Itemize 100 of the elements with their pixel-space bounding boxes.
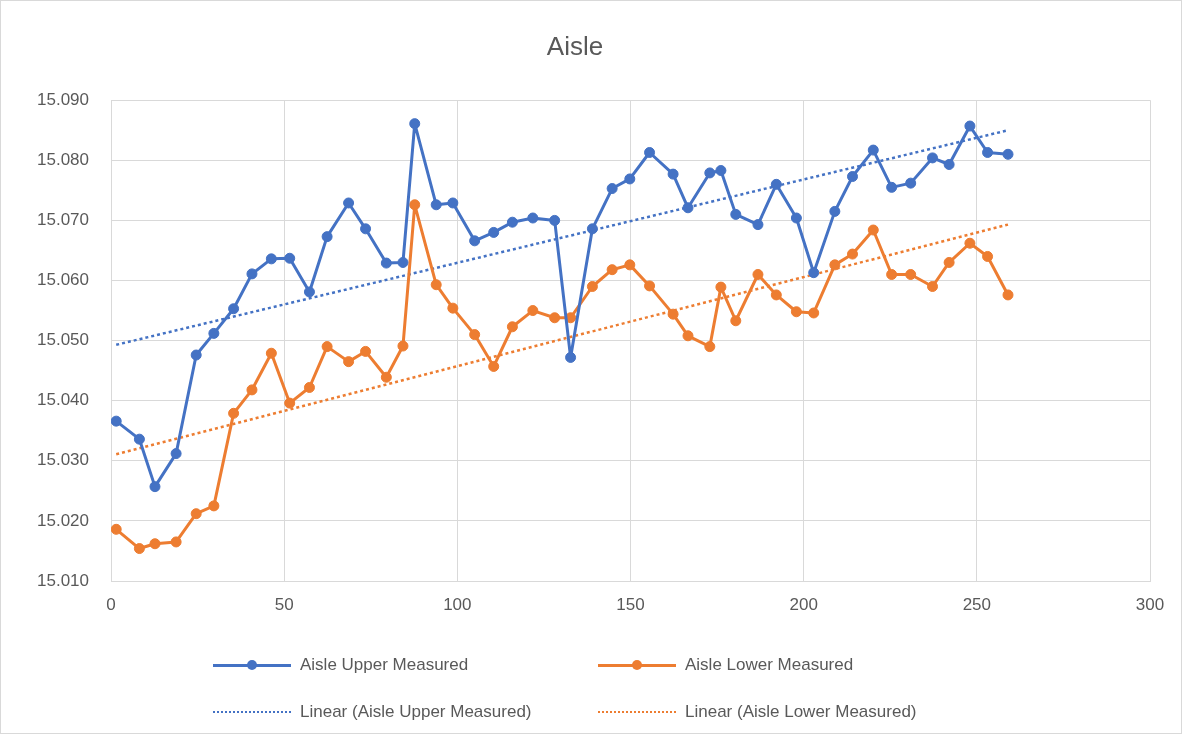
- point: [303, 286, 315, 298]
- y-tick-label: 15.080: [37, 149, 89, 169]
- point: [606, 183, 618, 195]
- point: [730, 208, 742, 220]
- y-tick-label: 15.060: [37, 270, 89, 290]
- point: [380, 371, 392, 383]
- point: [770, 178, 782, 190]
- point: [430, 199, 442, 211]
- legend-label: Linear (Aisle Upper Measured): [300, 702, 532, 722]
- point: [409, 118, 421, 130]
- point: [527, 305, 539, 317]
- point: [886, 181, 898, 193]
- point: [549, 214, 561, 226]
- point: [469, 329, 481, 341]
- point: [111, 415, 122, 427]
- point: [170, 448, 182, 460]
- y-tick-label: 15.020: [37, 510, 89, 530]
- point: [284, 397, 296, 409]
- point: [1002, 148, 1014, 160]
- x-tick-label: 100: [443, 594, 472, 614]
- chart-title: Aisle: [546, 30, 604, 61]
- point: [343, 356, 355, 368]
- point: [886, 268, 898, 280]
- y-tick-label: 15.050: [37, 330, 89, 350]
- point: [397, 340, 409, 352]
- y-tick-label: 15.030: [37, 450, 89, 470]
- point: [397, 256, 409, 268]
- point: [265, 253, 277, 265]
- point: [867, 144, 879, 156]
- point: [133, 433, 145, 445]
- point: [190, 349, 202, 361]
- point: [469, 235, 481, 247]
- point: [488, 360, 500, 372]
- point: [208, 500, 220, 512]
- y-tick-label: 15.070: [37, 210, 89, 230]
- point: [228, 407, 240, 419]
- point: [644, 280, 656, 292]
- x-tick-label: 300: [1135, 594, 1165, 614]
- point: [149, 481, 161, 493]
- x-tick-label: 200: [789, 594, 818, 614]
- point: [430, 279, 442, 291]
- point: [704, 341, 716, 353]
- point: [927, 152, 938, 164]
- point: [829, 259, 841, 271]
- point: [808, 267, 820, 279]
- point: [943, 256, 955, 268]
- x-tick-label: 150: [616, 594, 645, 614]
- y-tick-label: 15.090: [37, 89, 89, 109]
- point: [624, 259, 636, 271]
- point: [829, 205, 841, 217]
- point: [715, 281, 727, 293]
- point: [488, 226, 500, 238]
- y-tick-label: 15.010: [37, 570, 89, 590]
- point: [565, 351, 577, 363]
- point: [752, 219, 764, 231]
- point: [321, 231, 333, 243]
- point: [170, 536, 182, 548]
- y-tick-label: 15.040: [37, 390, 89, 410]
- point: [682, 330, 694, 342]
- point: [927, 281, 938, 293]
- point: [447, 197, 459, 209]
- point: [982, 250, 994, 262]
- point: [586, 223, 598, 235]
- point: [964, 120, 976, 132]
- point: [790, 306, 802, 318]
- point: [682, 202, 694, 214]
- point: [667, 168, 679, 180]
- point: [964, 237, 976, 249]
- point: [943, 159, 955, 171]
- point: [133, 543, 145, 555]
- point: [715, 165, 727, 177]
- point: [246, 268, 258, 280]
- point: [549, 312, 561, 324]
- point: [111, 523, 122, 535]
- point: [208, 327, 220, 339]
- x-tick-label: 50: [274, 594, 294, 614]
- point: [527, 212, 539, 224]
- point: [1002, 289, 1014, 301]
- point: [284, 252, 296, 264]
- point: [982, 146, 994, 158]
- point: [228, 303, 240, 315]
- point: [867, 224, 879, 236]
- point: [380, 257, 392, 269]
- point: [246, 384, 258, 396]
- point: [303, 381, 315, 393]
- point: [644, 146, 656, 158]
- point: [586, 281, 598, 293]
- point: [409, 199, 421, 211]
- legend-label: Linear (Aisle Lower Measured): [685, 702, 917, 722]
- point: [847, 171, 858, 183]
- point: [321, 341, 333, 353]
- point: [905, 268, 917, 280]
- legend-label: Aisle Upper Measured: [300, 655, 469, 675]
- point: [606, 264, 618, 276]
- point: [265, 347, 277, 359]
- point: [149, 538, 161, 550]
- point: [360, 345, 372, 357]
- point: [752, 268, 764, 280]
- point: [360, 223, 372, 235]
- point: [808, 307, 820, 319]
